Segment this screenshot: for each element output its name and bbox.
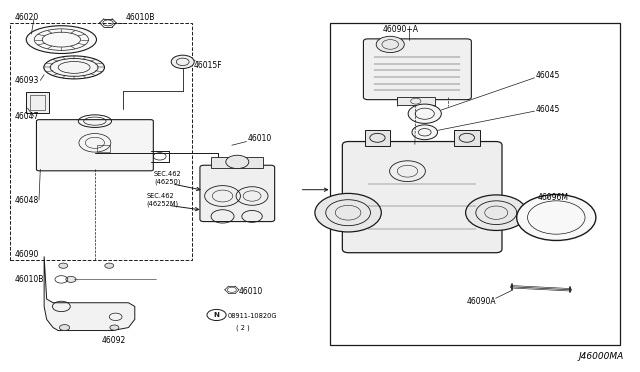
Bar	[365, 131, 390, 146]
Text: 46045: 46045	[536, 105, 560, 114]
Bar	[330, 23, 620, 345]
FancyBboxPatch shape	[364, 39, 471, 100]
FancyBboxPatch shape	[342, 141, 502, 253]
Bar	[26, 92, 49, 113]
Circle shape	[172, 55, 194, 68]
Text: 46020: 46020	[15, 13, 39, 22]
Circle shape	[376, 36, 404, 52]
Text: 46093: 46093	[15, 76, 39, 85]
Circle shape	[516, 195, 596, 240]
Bar	[454, 131, 479, 146]
Circle shape	[60, 325, 70, 331]
Circle shape	[408, 104, 442, 124]
Circle shape	[412, 125, 438, 140]
FancyBboxPatch shape	[36, 120, 154, 171]
Circle shape	[110, 325, 119, 330]
Text: (46252M): (46252M)	[147, 201, 179, 208]
Text: 46048: 46048	[15, 196, 39, 205]
Text: (46250): (46250)	[154, 178, 180, 185]
Text: 46010B: 46010B	[15, 275, 44, 284]
Circle shape	[105, 263, 114, 268]
Text: SEC.462: SEC.462	[154, 171, 182, 177]
Polygon shape	[44, 256, 135, 331]
Ellipse shape	[44, 56, 104, 79]
Text: 46010: 46010	[247, 134, 271, 143]
Text: J46000MA: J46000MA	[578, 352, 623, 361]
Text: 46010B: 46010B	[126, 13, 156, 22]
Text: 46015F: 46015F	[193, 61, 222, 70]
Circle shape	[59, 263, 68, 268]
FancyBboxPatch shape	[200, 165, 275, 222]
Text: 46090+A: 46090+A	[383, 25, 419, 34]
Circle shape	[66, 276, 76, 282]
Bar	[97, 145, 110, 153]
Circle shape	[315, 193, 381, 232]
Text: 46090A: 46090A	[467, 297, 497, 306]
Text: 08911-10820G: 08911-10820G	[228, 313, 278, 319]
Bar	[397, 97, 435, 105]
Bar	[30, 95, 45, 110]
Circle shape	[226, 155, 249, 169]
Circle shape	[466, 195, 527, 231]
Text: 46010: 46010	[238, 287, 262, 296]
Text: 46045: 46045	[536, 71, 560, 80]
Text: 46090: 46090	[15, 250, 39, 259]
Text: SEC.462: SEC.462	[147, 193, 174, 199]
Bar	[211, 157, 263, 168]
Text: 46047: 46047	[15, 112, 39, 121]
Text: 46092: 46092	[102, 336, 126, 346]
Bar	[10, 23, 192, 260]
Ellipse shape	[26, 26, 97, 54]
Text: 46096M: 46096M	[537, 193, 568, 202]
Text: N: N	[214, 312, 220, 318]
Text: ( 2 ): ( 2 )	[236, 324, 250, 331]
